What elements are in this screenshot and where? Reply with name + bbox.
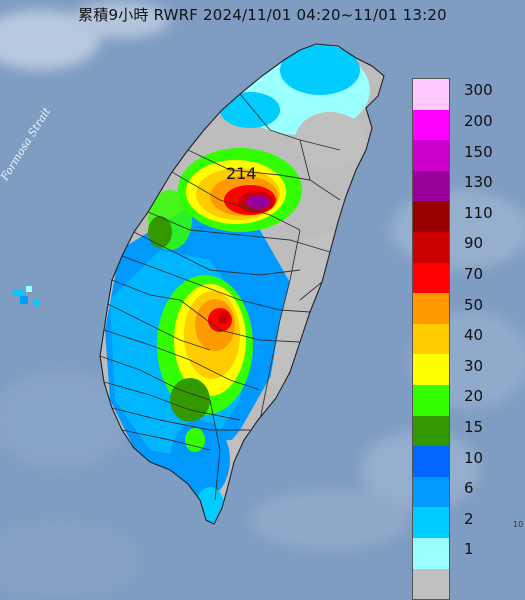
legend-swatch [413,354,449,385]
max-value-label: 214 [226,164,257,183]
legend-swatch [413,231,449,263]
legend-label: 2 [464,509,474,528]
legend-label: 110 [464,203,493,222]
legend-swatch-column [412,78,450,600]
rainfall-shading [105,45,370,523]
legend-swatch [413,262,449,294]
legend-label: 130 [464,173,493,192]
penghu-islands [14,286,40,305]
legend-label: 15 [464,417,484,436]
legend-label: 50 [464,295,484,314]
legend-label: 1 [464,540,474,559]
corner-mark: 10 [513,520,524,529]
legend-label: 30 [464,356,484,375]
legend-swatch [413,323,449,355]
legend-swatch [413,140,449,171]
legend-label: 70 [464,264,484,283]
legend-label: 40 [464,326,484,345]
legend-swatch [413,384,449,416]
legend-label: 90 [464,234,484,253]
legend-label: 200 [464,111,493,130]
legend-swatch [413,415,449,447]
legend-label: 10 [464,448,484,467]
map-title: 累積9小時 RWRF 2024/11/01 04:20~11/01 13:20 [78,6,447,24]
island-outline [99,43,385,525]
legend-swatch [413,293,449,324]
legend-swatch [413,476,449,508]
legend-label: 6 [464,479,474,498]
county-borders [100,93,341,501]
legend-swatch [413,537,449,569]
legend-label: 150 [464,142,493,161]
legend-swatch [413,170,449,202]
legend-swatch [413,109,449,141]
legend-swatch [413,507,449,538]
legend-swatch [413,201,449,232]
legend-label: 300 [464,81,493,100]
legend-swatch [413,79,449,110]
legend-swatch [413,446,449,477]
legend-label: 20 [464,387,484,406]
legend-swatch [413,568,449,600]
